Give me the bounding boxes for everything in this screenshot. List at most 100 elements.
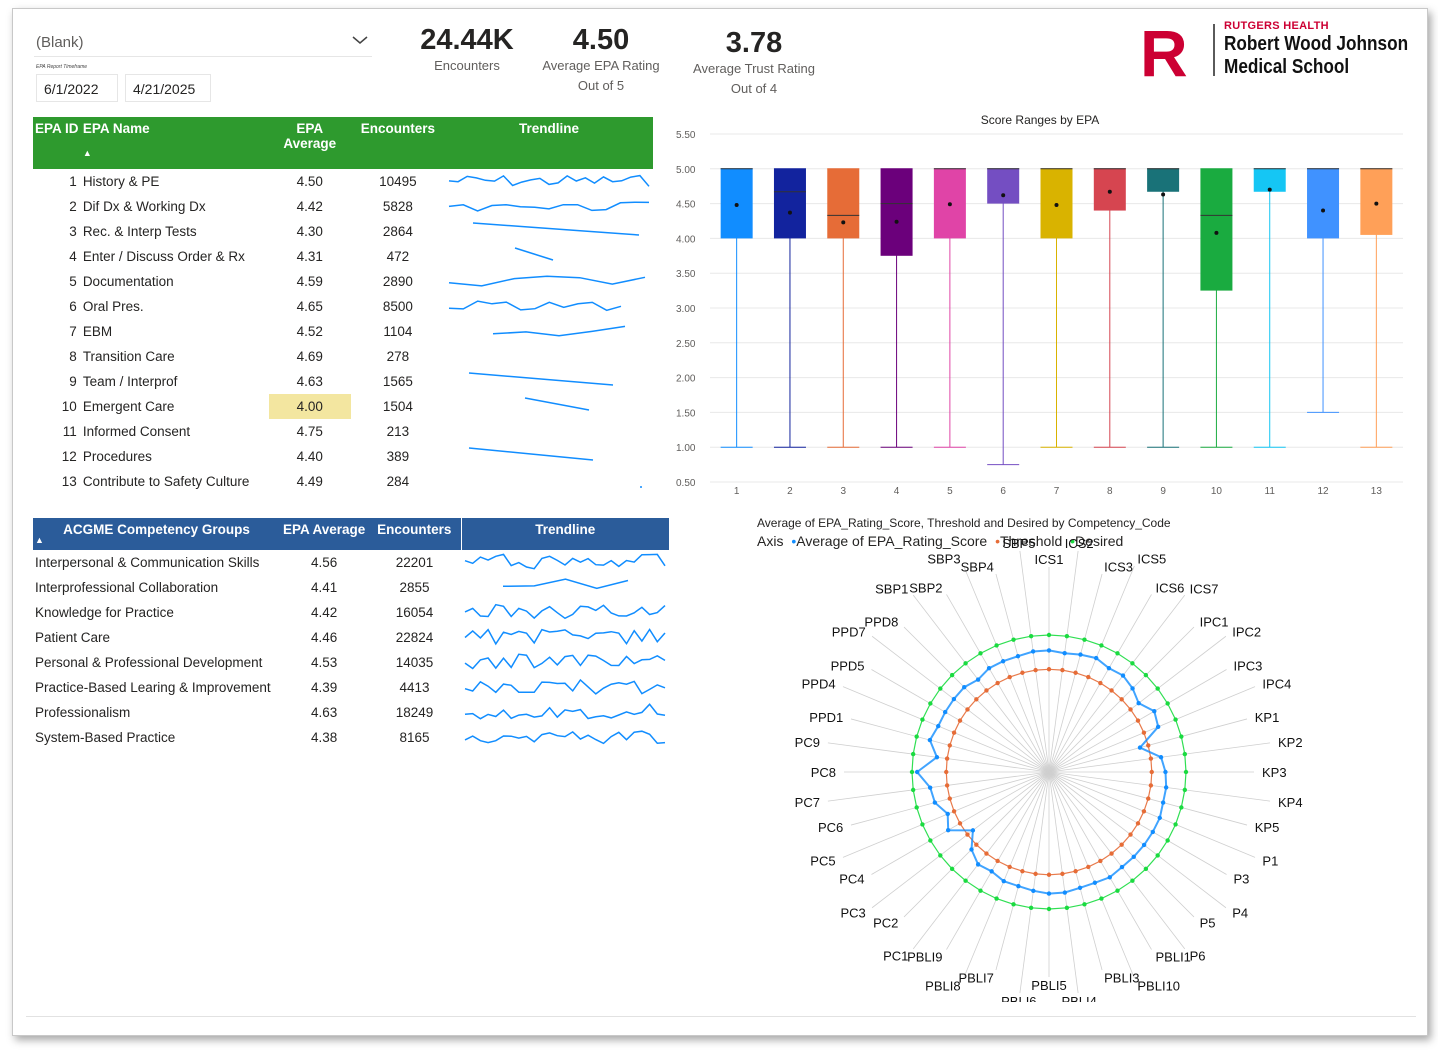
- table-row[interactable]: 11 Informed Consent 4.75 213: [33, 419, 653, 444]
- legend-item[interactable]: Threshold: [999, 533, 1063, 549]
- table-row[interactable]: 3 Rec. & Interp Tests 4.30 2864: [33, 219, 653, 244]
- table-row[interactable]: 9 Team / Interprof 4.63 1565: [33, 369, 653, 394]
- box-epa-1: [720, 168, 753, 448]
- col-epa-average[interactable]: EPA Average: [268, 117, 351, 169]
- x-tick-label: 5: [947, 486, 953, 497]
- table-row[interactable]: 7 EBM 4.52 1104: [33, 319, 653, 344]
- radar-axis-label: SBP5: [1002, 536, 1035, 551]
- col-competency-group[interactable]: ACGME Competency Groups ▲: [33, 518, 281, 550]
- radar-point: [1135, 821, 1141, 826]
- table-row[interactable]: 1 History & PE 4.50 10495: [33, 169, 653, 194]
- sort-ascending-icon[interactable]: ▲: [82, 148, 92, 158]
- y-tick-label: 3.00: [676, 304, 696, 315]
- radar-point: [1120, 673, 1126, 678]
- radar-spoke: [1019, 550, 1050, 773]
- table-row[interactable]: Interprofessional Collaboration 4.41 2855: [33, 575, 669, 600]
- header-label: Encounters: [377, 522, 452, 537]
- epa-average: 4.41: [310, 580, 338, 595]
- radar-point: [1165, 701, 1170, 706]
- table-row[interactable]: 6 Oral Pres. 4.65 8500: [33, 294, 653, 319]
- kpi-label: Encounters: [434, 58, 500, 73]
- epa-name: Team / Interprof: [82, 374, 178, 389]
- radar-point: [1062, 650, 1067, 656]
- table-row[interactable]: 2 Dif Dx & Working Dx 4.42 5828: [33, 194, 653, 219]
- sparkline: [464, 653, 666, 670]
- kpi-sub: Out of 4: [730, 81, 778, 96]
- table-row[interactable]: Professionalism 4.63 18249: [33, 700, 669, 725]
- header-label: EPA ID: [35, 121, 79, 136]
- sort-ascending-icon[interactable]: ▲: [35, 535, 44, 545]
- epa-id: 4: [69, 249, 77, 264]
- radar-title: Average of EPA_Rating_Score, Threshold a…: [757, 516, 1171, 530]
- radar-axis-label: PC2: [873, 916, 898, 931]
- radar-point: [1060, 871, 1065, 877]
- radar-spoke: [1048, 771, 1079, 994]
- radar-chart-visual[interactable]: Average of EPA_Rating_Score, Threshold a…: [700, 512, 1420, 1002]
- legend-item[interactable]: Average of EPA_Rating_Score: [796, 533, 988, 549]
- table-row[interactable]: 12 Procedures 4.40 389: [33, 444, 653, 469]
- table-row[interactable]: Knowledge for Practice 4.42 16054: [33, 600, 669, 625]
- radar-point: [1131, 854, 1136, 859]
- radar-point: [963, 661, 968, 666]
- trendline-cell: [445, 369, 653, 394]
- table-row[interactable]: 10 Emergent Care 4.00 1504: [33, 394, 653, 419]
- radar-axis-label: PPD8: [864, 614, 898, 629]
- epa-average: 4.52: [296, 324, 323, 339]
- legend-dot: •: [791, 533, 797, 549]
- radar-point: [969, 847, 974, 852]
- radar-point: [1130, 686, 1135, 691]
- end-date-input[interactable]: 4/21/2025: [125, 74, 211, 102]
- epa-id: 8: [69, 349, 77, 364]
- epa-name: History & PE: [82, 174, 160, 189]
- table-row[interactable]: Interpersonal & Communication Skills 4.56…: [33, 550, 669, 575]
- epa-id: 1: [69, 174, 77, 189]
- radar-axis-label: IPC1: [1200, 614, 1229, 629]
- radar-point: [1135, 718, 1141, 723]
- radar-axis-label: PBLI7: [958, 971, 993, 986]
- start-date-input[interactable]: 6/1/2022: [36, 74, 118, 102]
- trendline-cell: [445, 219, 653, 244]
- radar-point: [938, 853, 943, 858]
- table-row[interactable]: 8 Transition Care 4.69 278: [33, 344, 653, 369]
- col-epa-average[interactable]: EPA Average: [280, 518, 369, 550]
- epa-name: EBM: [82, 324, 113, 339]
- col-trendline[interactable]: Trendline: [460, 518, 669, 550]
- y-tick-label: 4.50: [676, 200, 696, 211]
- col-epa-id[interactable]: EPA ID: [33, 117, 81, 169]
- table-row[interactable]: Personal & Professional Development 4.53 1…: [33, 650, 669, 675]
- table-row[interactable]: Practice-Based Learing & Improvement 4.39…: [33, 675, 669, 700]
- col-trendline[interactable]: Trendline: [445, 117, 653, 169]
- radar-point: [1033, 667, 1038, 673]
- table-row[interactable]: 4 Enter / Discuss Order & Rx 4.31 472: [33, 244, 653, 269]
- table-row[interactable]: Patient Care 4.46 22824: [33, 625, 669, 650]
- trendline-cell: [445, 344, 653, 369]
- competency-slicer-dropdown[interactable]: (Blank): [34, 28, 372, 57]
- table-row[interactable]: 13 Contribute to Safety Culture 4.49 284: [33, 469, 653, 494]
- radar-spoke: [871, 635, 1050, 773]
- chevron-down-icon[interactable]: [350, 30, 370, 50]
- epa-name: Oral Pres.: [82, 299, 144, 314]
- y-tick-label: 2.50: [676, 339, 696, 350]
- sparkline: [472, 222, 640, 236]
- radar-axis-label: PBLI3: [1104, 971, 1139, 986]
- epa-id: 11: [62, 424, 77, 439]
- epa-average: 4.42: [310, 605, 338, 620]
- radar-point: [994, 643, 999, 648]
- radar-point: [1062, 890, 1068, 895]
- competency-group: Professionalism: [35, 705, 131, 720]
- encounters: 8500: [382, 299, 413, 314]
- col-encounters[interactable]: Encounters: [350, 117, 445, 169]
- legend-item[interactable]: Desired: [1075, 533, 1124, 549]
- box-plot-visual[interactable]: Score Ranges by EPA 5.50 5.00 4.50 4.00 3.50…: [670, 108, 1410, 500]
- col-encounters[interactable]: Encounters: [368, 518, 461, 550]
- radar-point: [920, 717, 925, 722]
- table-row[interactable]: 5 Documentation 4.59 2890: [33, 269, 653, 294]
- radar-axis-label: ICS1: [1035, 552, 1064, 567]
- radar-axis-label: PPD4: [802, 677, 836, 692]
- table-row[interactable]: System-Based Practice 4.38 8165: [33, 725, 669, 750]
- radar-axis-label: IPC3: [1233, 659, 1262, 674]
- sparkline: [448, 275, 646, 287]
- col-epa-name[interactable]: EPA Name ▲: [80, 117, 269, 169]
- horizontal-scrollbar[interactable]: [26, 1016, 1416, 1017]
- radar-point: [963, 878, 968, 883]
